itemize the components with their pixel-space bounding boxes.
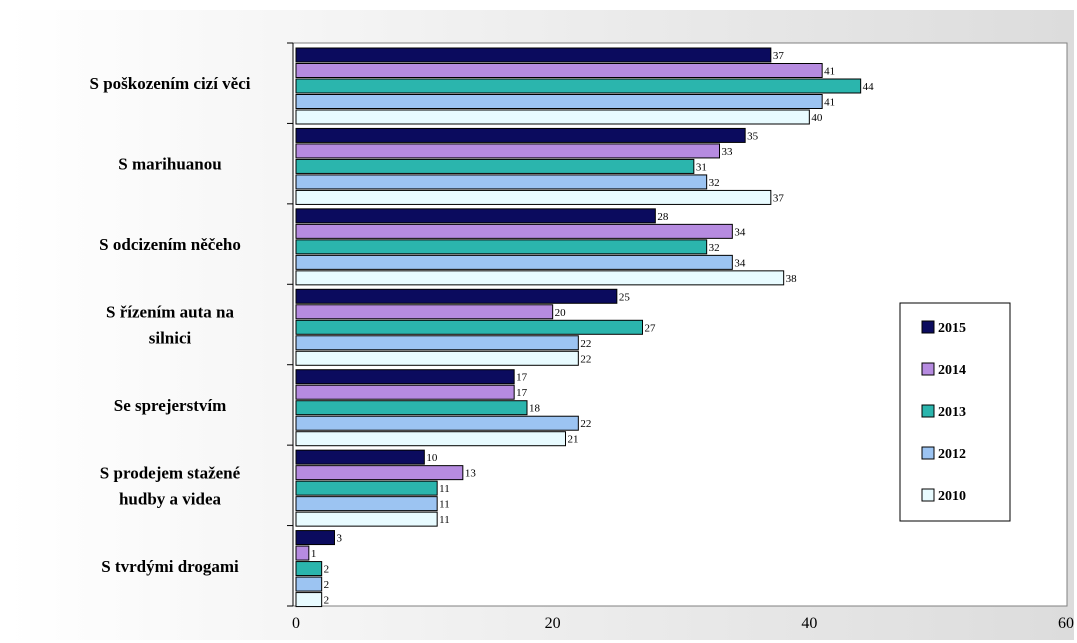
legend-swatch-2013 (921, 404, 935, 418)
bar-2013 (295, 400, 528, 416)
bar-2010 (295, 431, 566, 447)
data-label: 34 (734, 257, 746, 269)
data-label: 32 (709, 177, 720, 189)
data-label: 25 (619, 291, 631, 303)
data-label: 17 (516, 387, 528, 399)
bar-2015 (295, 369, 515, 385)
data-label: 22 (580, 338, 591, 350)
bar-2013 (295, 561, 323, 577)
data-label: 33 (722, 146, 734, 158)
data-label: 32 (709, 242, 720, 254)
bar-2013 (295, 78, 862, 94)
data-label: 41 (824, 66, 835, 78)
bar-2013 (295, 319, 643, 335)
data-label: 2 (324, 579, 330, 591)
legend-swatch-2012 (921, 446, 935, 460)
data-label: 41 (824, 97, 835, 109)
axis-layer: 0 20 40 60 (287, 42, 1074, 632)
data-label: 13 (465, 468, 477, 480)
data-label: 27 (645, 322, 657, 334)
bar-2010 (295, 189, 772, 205)
x-tick-label: 0 (292, 615, 300, 632)
category-label: Se sprejerstvím (114, 396, 227, 415)
bar-2012 (295, 335, 579, 351)
bar-2014 (295, 63, 823, 78)
bar-2014 (295, 384, 515, 400)
data-label: 31 (696, 161, 707, 173)
category-label: S prodejem stažené (100, 463, 241, 482)
bar-2015 (295, 288, 618, 304)
bar-2015 (295, 47, 772, 63)
legend-label-2015: 2015 (938, 321, 966, 336)
category-label: S řízením auta na (106, 303, 234, 322)
category-label: S tvrdými drogami (101, 557, 239, 576)
data-label: 37 (773, 192, 785, 204)
data-label: 40 (811, 112, 823, 124)
bar-2014 (295, 143, 720, 159)
bars-layer (295, 47, 862, 608)
bar-2012 (295, 94, 823, 109)
data-label: 2 (324, 564, 330, 576)
bar-2012 (295, 254, 733, 270)
data-label: 44 (863, 81, 875, 93)
bar-2015 (295, 530, 335, 546)
bar-2014 (295, 465, 464, 481)
data-label: 22 (580, 418, 591, 430)
x-tick-label: 20 (545, 615, 561, 632)
data-label: 2 (324, 595, 330, 607)
data-label: 37 (773, 50, 785, 62)
data-label: 28 (657, 211, 669, 223)
data-label: 20 (555, 307, 567, 319)
data-label: 10 (426, 452, 438, 464)
data-label: 18 (529, 403, 541, 415)
category-label: S odcizením něčeho (99, 235, 241, 254)
category-label: hudby a videa (119, 489, 222, 508)
bar-2013 (295, 239, 708, 255)
bar-2012 (295, 415, 579, 431)
bar-2013 (295, 158, 695, 174)
legend-label-2012: 2012 (938, 447, 966, 462)
data-label: 1 (311, 548, 317, 560)
bar-2010 (295, 270, 785, 286)
legend-label-2014: 2014 (938, 363, 966, 378)
data-label: 11 (439, 514, 450, 526)
legend: 2015 2014 2013 2012 2010 (899, 302, 1011, 522)
bar-2010 (295, 511, 438, 527)
legend-label-2013: 2013 (938, 405, 966, 420)
bar-2014 (295, 545, 310, 561)
bar-2010 (295, 592, 323, 608)
bar-2012 (295, 174, 708, 190)
legend-label-2010: 2010 (938, 489, 966, 504)
x-tick-label: 60 (1058, 615, 1074, 632)
data-label: 11 (439, 483, 450, 495)
bar-2012 (295, 496, 438, 512)
bar-2015 (295, 127, 746, 143)
category-label: S marihuanou (118, 155, 221, 174)
legend-swatch-2014 (921, 362, 935, 376)
bar-2012 (295, 576, 323, 592)
bar-2014 (295, 223, 733, 239)
bar-2013 (295, 480, 438, 496)
bar-2010 (295, 109, 810, 125)
legend-swatch-2015 (921, 320, 935, 334)
data-label: 22 (580, 353, 591, 365)
legend-box (899, 302, 1011, 522)
data-label: 38 (786, 273, 798, 285)
data-label: 3 (337, 533, 343, 545)
bar-2010 (295, 350, 579, 366)
x-tick-label: 40 (801, 615, 817, 632)
bar-2014 (295, 304, 554, 320)
category-label: silnici (149, 329, 192, 348)
bar-2015 (295, 208, 656, 224)
legend-swatch-2010 (921, 488, 935, 502)
data-label: 21 (568, 434, 579, 446)
data-label: 34 (734, 226, 746, 238)
bar-2015 (295, 449, 425, 465)
data-label: 35 (747, 130, 759, 142)
data-label: 11 (439, 499, 450, 511)
data-label: 17 (516, 372, 528, 384)
category-label: S poškozením cizí věci (89, 74, 250, 93)
